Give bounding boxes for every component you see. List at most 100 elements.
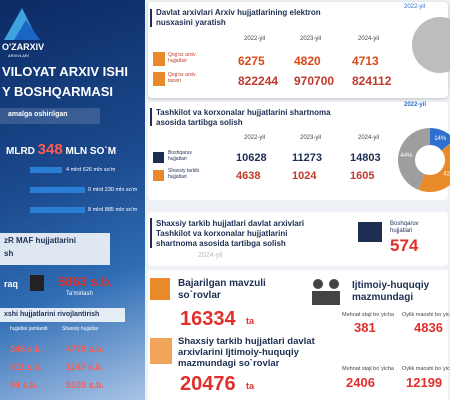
unit: ta xyxy=(246,316,255,326)
value: 1024 xyxy=(292,170,317,182)
value: 574 xyxy=(390,236,419,255)
section-title: zR MAF hujjatlarini xyxy=(4,236,76,245)
left-panel: O'ZARXIV ARXIVLARI VILOYAT ARXIV ISHI Y … xyxy=(0,0,145,400)
people-icon xyxy=(329,279,339,289)
row-label: Qog'oz arxiv hujjatlari xyxy=(168,52,196,64)
people-icon xyxy=(313,279,323,289)
value: 4820 xyxy=(294,54,321,68)
row-value: 94 s.b. xyxy=(10,380,39,390)
bar-decor xyxy=(30,187,85,193)
doc-icon xyxy=(153,152,164,163)
year-label: 2022-yil xyxy=(244,36,266,42)
title: mazmundagi so`rovlar xyxy=(178,358,280,369)
label: raq xyxy=(4,279,19,289)
donut-label: 44% xyxy=(400,153,413,159)
value: 12199 xyxy=(406,375,443,390)
year-label: 2024-yil xyxy=(358,135,380,141)
value: 4836 xyxy=(414,320,443,335)
column-label: Shaxsiy hujjatlar xyxy=(62,326,99,332)
value: 824112 xyxy=(352,74,392,88)
panel-contract xyxy=(148,102,448,200)
restore-value: 5863 s.b. xyxy=(58,274,113,289)
value: 2406 xyxy=(346,375,375,390)
donut-label: 14% xyxy=(434,136,447,142)
section-box xyxy=(0,308,125,322)
value: 4713 xyxy=(352,54,379,68)
building-icon xyxy=(150,338,172,364)
label: Mehnat staji bo`yicha xyxy=(342,366,394,372)
panel-digital xyxy=(148,2,448,98)
title: Ijtimoiy-huquqiy mazmundagi xyxy=(352,280,430,303)
donut-label: 42% xyxy=(443,172,450,178)
restore-label: Ta'mirlash xyxy=(66,291,93,297)
doc-icon xyxy=(153,170,164,181)
donut-slice xyxy=(418,143,450,192)
doc-icon xyxy=(153,52,165,66)
bar-decor xyxy=(30,207,85,213)
amount-unit: MLRD xyxy=(6,146,35,157)
label: Mehnat staji bo`yicha xyxy=(342,312,394,318)
value: 16334 xyxy=(180,308,236,330)
donut-slice xyxy=(430,128,450,151)
section-box xyxy=(0,108,100,124)
pie-decor xyxy=(412,17,450,73)
value: 822244 xyxy=(238,74,279,88)
logo-sub: ARXIVLARI xyxy=(8,53,29,58)
panel-title: Tashkilot va korxonalar hujjatlarini xyxy=(156,229,288,238)
people-icon xyxy=(312,291,340,305)
year-label: 2023-yil xyxy=(300,135,322,141)
doc-icon xyxy=(150,278,170,300)
row-label: Shaxsiy tarkib hujjatlari xyxy=(168,168,200,180)
row-value: 811 s.b. xyxy=(10,362,43,372)
title: VILOYAT ARXIV ISHI xyxy=(2,64,128,79)
panel-title: shartnoma asosida tartibga solish xyxy=(156,239,286,248)
value: 10628 xyxy=(236,152,267,164)
row-label: Boshqaruv hujjatlari xyxy=(168,150,192,162)
accent xyxy=(150,218,152,248)
left-decor xyxy=(0,8,125,322)
value: 14803 xyxy=(350,152,381,164)
bar-label: 0 mlrd 230 mln so'm xyxy=(88,187,138,193)
section-title: amalga oshirilgan xyxy=(8,111,68,118)
label: Oylik maoshi bo`yicha xyxy=(402,312,450,318)
logo-mark xyxy=(14,20,40,40)
column-label: hujjatlar jamlandi xyxy=(10,326,48,332)
row-label: Qog'oz arxiv tasviri xyxy=(168,72,196,84)
folder-icon xyxy=(358,222,382,242)
value: 970700 xyxy=(294,74,335,88)
value: 20476 xyxy=(180,373,236,395)
year-label: 2022-yil xyxy=(244,135,266,141)
section-title: sh xyxy=(4,249,14,258)
section-title: xshi hujjatlarini rivojlantirish xyxy=(4,311,100,318)
unit: ta xyxy=(246,381,255,391)
accent xyxy=(150,9,152,27)
row-value: 4779 s.b. xyxy=(66,344,105,354)
amount-unit: MLN SO`M xyxy=(65,146,117,157)
value: 11273 xyxy=(292,152,322,164)
logo-text: O'ZARXIV xyxy=(2,42,45,52)
amount: MLRD 348 MLN SO`M xyxy=(6,141,116,158)
bar-label: 8 mlrd 885 mln so'm xyxy=(88,207,138,213)
row-value: 5103 s.b. xyxy=(66,380,105,390)
year-label: 2024-yil xyxy=(198,252,223,259)
panel-title: Davlat arxivlari Arxiv hujjatlarining el… xyxy=(156,8,321,27)
value: 6275 xyxy=(238,54,265,68)
value: 1605 xyxy=(350,170,375,182)
panel-title: Shaxsiy tarkib hujjatlari davlat arxivla… xyxy=(156,219,305,228)
section-box xyxy=(0,233,110,265)
bar-label: 4 mlrd 626 mln so'm xyxy=(66,167,116,173)
legend-label: 2022-yil xyxy=(404,102,427,108)
title: Shaxsiy tarkib hujjatlari davlat xyxy=(178,336,315,347)
amount-value: 348 xyxy=(37,141,63,158)
title: arxivlarini Ijtimoiy-huquqiy xyxy=(178,347,299,358)
label: Oylik maoshi bo`yicha xyxy=(402,366,450,372)
accent xyxy=(150,108,152,126)
book-icon xyxy=(30,275,44,291)
panel-requests xyxy=(148,270,448,400)
panel-title: Tashkilot va korxonalar hujjatlarini sha… xyxy=(156,108,331,127)
title: Y BOSHQARMASI xyxy=(2,84,113,99)
legend-label: 2022-yil xyxy=(404,4,426,10)
year-label: 2024-yil xyxy=(358,36,380,42)
